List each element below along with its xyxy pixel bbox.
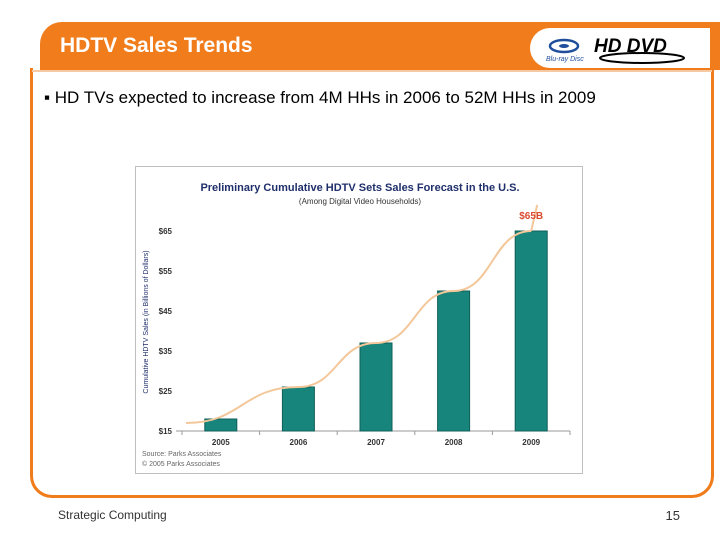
footer-label: Strategic Computing <box>58 508 167 522</box>
page-number: 15 <box>665 508 680 523</box>
chart-svg: Preliminary Cumulative HDTV Sets Sales F… <box>142 182 571 468</box>
x-tick-label: 2008 <box>445 438 463 447</box>
y-tick-label: $35 <box>159 347 173 356</box>
x-tick-label: 2005 <box>212 438 230 447</box>
bar-2007 <box>359 342 393 432</box>
bar-2006 <box>281 386 315 432</box>
slide-title: HDTV Sales Trends <box>60 34 253 57</box>
bluray-logo: Blu-ray Disc <box>546 38 584 63</box>
bar-2008 <box>437 290 471 432</box>
trend-curve <box>185 230 532 424</box>
hddvd-logo: HD DVD <box>594 36 685 64</box>
y-tick-label: $45 <box>159 307 173 316</box>
source-line-2: © 2005 Parks Associates <box>142 460 220 468</box>
y-tick-label: $15 <box>159 427 173 436</box>
plot-area: $15 $25 $35 $45 $55 $65 2005 2006 2007 2008 2009 $6… <box>159 204 571 447</box>
hddvd-text: HD DVD <box>594 36 667 57</box>
trend-curve-tail <box>530 204 539 232</box>
content-frame <box>30 68 714 498</box>
bar-2005 <box>204 418 238 432</box>
bluray-text: Blu-ray Disc <box>546 56 584 63</box>
y-tick-label: $55 <box>159 267 173 276</box>
y-axis-label: Cumulative HDTV Sales (in Billions of Do… <box>143 250 150 393</box>
logo-area: Blu-ray Disc HD DVD <box>530 28 710 68</box>
y-tick-label: $25 <box>159 387 173 396</box>
x-tick-label: 2007 <box>367 438 385 447</box>
chart-container: Preliminary Cumulative HDTV Sets Sales F… <box>135 166 583 474</box>
header-divider <box>32 70 712 72</box>
y-tick-label: $65 <box>159 227 173 236</box>
x-tick-label: 2006 <box>290 438 308 447</box>
logos-svg: Blu-ray Disc HD DVD <box>546 36 685 64</box>
bar-2009 <box>514 230 548 432</box>
value-annotation: $65B <box>519 211 543 222</box>
x-tick-label: 2009 <box>522 438 540 447</box>
bullet-text: ▪ HD TVs expected to increase from 4M HH… <box>44 88 596 107</box>
chart-subtitle: (Among Digital Video Households) <box>299 197 421 206</box>
source-line-1: Source: Parks Associates <box>142 451 222 458</box>
chart-title: Preliminary Cumulative HDTV Sets Sales F… <box>200 182 519 194</box>
